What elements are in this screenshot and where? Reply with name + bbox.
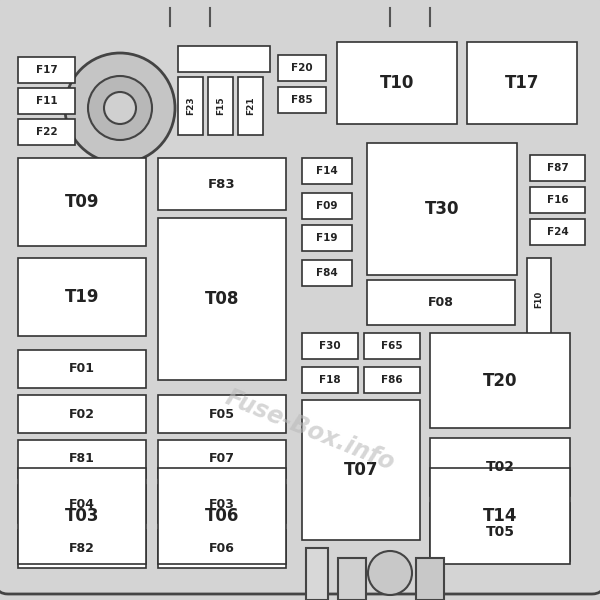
Text: F05: F05 bbox=[209, 407, 235, 421]
Text: F15: F15 bbox=[216, 97, 225, 115]
FancyBboxPatch shape bbox=[364, 367, 420, 393]
Text: T19: T19 bbox=[65, 288, 99, 306]
Text: F65: F65 bbox=[381, 341, 403, 351]
FancyBboxPatch shape bbox=[527, 258, 551, 340]
FancyBboxPatch shape bbox=[238, 77, 263, 135]
FancyBboxPatch shape bbox=[18, 258, 146, 336]
Text: F20: F20 bbox=[291, 63, 313, 73]
Text: F09: F09 bbox=[316, 201, 338, 211]
Text: T05: T05 bbox=[485, 525, 515, 539]
Text: F21: F21 bbox=[246, 97, 255, 115]
FancyBboxPatch shape bbox=[302, 400, 420, 540]
FancyBboxPatch shape bbox=[530, 155, 585, 181]
FancyBboxPatch shape bbox=[430, 438, 570, 496]
Text: F23: F23 bbox=[186, 97, 195, 115]
Text: F82: F82 bbox=[69, 542, 95, 556]
Text: T20: T20 bbox=[483, 371, 517, 389]
Text: F87: F87 bbox=[547, 163, 568, 173]
FancyBboxPatch shape bbox=[178, 77, 203, 135]
Text: T09: T09 bbox=[65, 193, 99, 211]
Text: F10: F10 bbox=[535, 290, 544, 308]
Text: F02: F02 bbox=[69, 407, 95, 421]
FancyBboxPatch shape bbox=[530, 187, 585, 213]
FancyBboxPatch shape bbox=[430, 468, 570, 564]
FancyBboxPatch shape bbox=[18, 350, 146, 388]
FancyBboxPatch shape bbox=[367, 280, 515, 325]
FancyBboxPatch shape bbox=[158, 395, 286, 433]
Text: F11: F11 bbox=[35, 96, 58, 106]
FancyBboxPatch shape bbox=[302, 158, 352, 184]
FancyBboxPatch shape bbox=[306, 548, 328, 600]
FancyBboxPatch shape bbox=[18, 485, 146, 523]
FancyBboxPatch shape bbox=[302, 367, 358, 393]
Text: T06: T06 bbox=[205, 507, 239, 525]
Circle shape bbox=[88, 76, 152, 140]
FancyBboxPatch shape bbox=[158, 485, 286, 523]
FancyBboxPatch shape bbox=[18, 88, 75, 114]
Text: F03: F03 bbox=[209, 497, 235, 511]
Text: F24: F24 bbox=[547, 227, 568, 237]
Text: F07: F07 bbox=[209, 452, 235, 466]
Text: F14: F14 bbox=[316, 166, 338, 176]
FancyBboxPatch shape bbox=[208, 77, 233, 135]
Circle shape bbox=[368, 551, 412, 595]
Text: T14: T14 bbox=[483, 507, 517, 525]
Text: F30: F30 bbox=[319, 341, 341, 351]
Circle shape bbox=[104, 92, 136, 124]
FancyBboxPatch shape bbox=[302, 225, 352, 251]
Text: F04: F04 bbox=[69, 497, 95, 511]
FancyBboxPatch shape bbox=[467, 42, 577, 124]
Text: F86: F86 bbox=[381, 375, 403, 385]
FancyBboxPatch shape bbox=[337, 42, 457, 124]
FancyBboxPatch shape bbox=[302, 193, 352, 219]
Text: T02: T02 bbox=[485, 460, 515, 474]
FancyBboxPatch shape bbox=[158, 158, 286, 210]
FancyBboxPatch shape bbox=[302, 260, 352, 286]
FancyBboxPatch shape bbox=[367, 143, 517, 275]
FancyBboxPatch shape bbox=[364, 333, 420, 359]
Text: F85: F85 bbox=[291, 95, 313, 105]
Text: F84: F84 bbox=[316, 268, 338, 278]
Text: T08: T08 bbox=[205, 290, 239, 308]
FancyBboxPatch shape bbox=[278, 55, 326, 81]
Text: F19: F19 bbox=[316, 233, 338, 243]
FancyBboxPatch shape bbox=[430, 503, 570, 561]
FancyBboxPatch shape bbox=[158, 530, 286, 568]
FancyBboxPatch shape bbox=[158, 468, 286, 564]
Text: F83: F83 bbox=[208, 178, 236, 191]
Text: T10: T10 bbox=[380, 74, 414, 92]
Text: Fuse-Box.info: Fuse-Box.info bbox=[222, 385, 398, 475]
FancyBboxPatch shape bbox=[18, 395, 146, 433]
Text: F06: F06 bbox=[209, 542, 235, 556]
Text: F01: F01 bbox=[69, 362, 95, 376]
FancyBboxPatch shape bbox=[18, 468, 146, 564]
FancyBboxPatch shape bbox=[302, 333, 358, 359]
Text: F22: F22 bbox=[35, 127, 58, 137]
FancyBboxPatch shape bbox=[18, 158, 146, 246]
Text: F17: F17 bbox=[35, 65, 58, 75]
FancyBboxPatch shape bbox=[18, 119, 75, 145]
FancyBboxPatch shape bbox=[530, 219, 585, 245]
Text: F16: F16 bbox=[547, 195, 568, 205]
FancyBboxPatch shape bbox=[178, 46, 270, 72]
Text: T17: T17 bbox=[505, 74, 539, 92]
FancyBboxPatch shape bbox=[18, 530, 146, 568]
Text: F18: F18 bbox=[319, 375, 341, 385]
Text: T07: T07 bbox=[344, 461, 378, 479]
FancyBboxPatch shape bbox=[278, 87, 326, 113]
Text: T03: T03 bbox=[65, 507, 99, 525]
Text: F81: F81 bbox=[69, 452, 95, 466]
FancyBboxPatch shape bbox=[416, 558, 444, 600]
Circle shape bbox=[65, 53, 175, 163]
FancyBboxPatch shape bbox=[18, 440, 146, 478]
Text: F08: F08 bbox=[428, 296, 454, 309]
FancyBboxPatch shape bbox=[158, 218, 286, 380]
FancyBboxPatch shape bbox=[158, 440, 286, 478]
FancyBboxPatch shape bbox=[18, 57, 75, 83]
FancyBboxPatch shape bbox=[430, 333, 570, 428]
FancyBboxPatch shape bbox=[338, 558, 366, 600]
Text: T30: T30 bbox=[425, 200, 459, 218]
